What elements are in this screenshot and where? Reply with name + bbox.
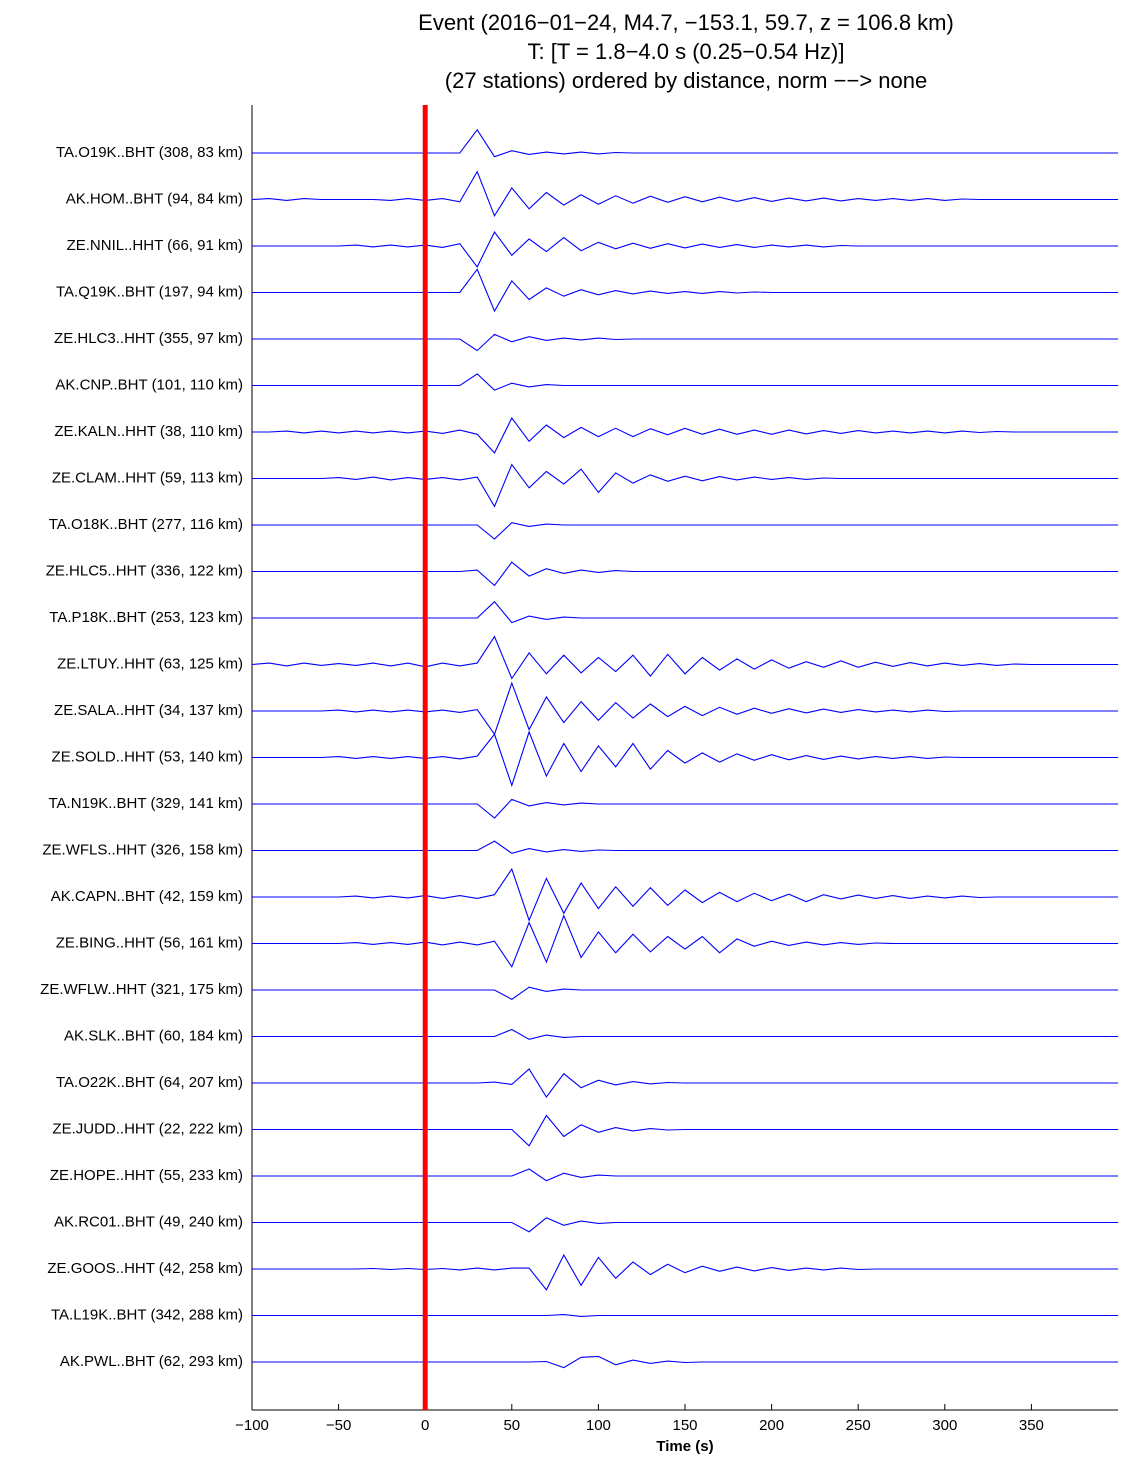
trace: [252, 600, 1118, 624]
x-tick-label: −50: [326, 1417, 351, 1434]
station-label: TA.O19K..BHT (308, 83 km): [56, 144, 243, 161]
station-label: ZE.HLC3..HHT (355, 97 km): [54, 330, 243, 347]
trace: [252, 730, 1118, 788]
station-label: AK.PWL..BHT (62, 293 km): [60, 1353, 243, 1370]
station-label: AK.CAPN..BHT (42, 159 km): [51, 888, 243, 905]
trace: [252, 867, 1118, 922]
x-tick-label: 250: [846, 1417, 871, 1434]
trace: [252, 463, 1118, 508]
trace: [252, 373, 1118, 391]
station-label: TA.Q19K..BHT (197, 94 km): [56, 283, 243, 300]
station-label: ZE.LTUY..HHT (63, 125 km): [57, 655, 243, 672]
station-label: AK.HOM..BHT (94, 84 km): [66, 190, 243, 207]
title-line: Event (2016−01−24, M4.7, −153.1, 59.7, z…: [418, 10, 954, 35]
trace: [252, 798, 1118, 819]
station-label: ZE.WFLW..HHT (321, 175 km): [40, 981, 243, 998]
station-label: ZE.CLAM..HHT (59, 113 km): [52, 469, 243, 486]
trace: [252, 128, 1118, 158]
trace: [252, 681, 1118, 736]
trace: [252, 1355, 1118, 1369]
station-label: TA.L19K..BHT (342, 288 km): [51, 1306, 243, 1323]
trace: [251, 170, 1118, 218]
x-tick-label: −100: [235, 1417, 269, 1434]
trace: [252, 1217, 1118, 1233]
trace: [252, 231, 1118, 268]
trace: [252, 840, 1118, 854]
trace: [252, 561, 1118, 587]
trace: [252, 1068, 1118, 1098]
trace: [252, 914, 1118, 968]
trace: [252, 1253, 1118, 1291]
x-tick-label: 350: [1019, 1417, 1044, 1434]
station-label: AK.SLK..BHT (60, 184 km): [64, 1027, 243, 1044]
station-label: ZE.GOOS..HHT (42, 258 km): [47, 1260, 243, 1277]
x-tick-label: 300: [932, 1417, 957, 1434]
station-label: ZE.SOLD..HHT (53, 140 km): [52, 748, 243, 765]
x-tick-label: 0: [421, 1417, 429, 1434]
trace: [252, 1114, 1118, 1147]
station-label: ZE.KALN..HHT (38, 110 km): [54, 423, 243, 440]
trace: [252, 268, 1118, 313]
title-line: T: [T = 1.8−4.0 s (0.25−0.54 Hz)]: [528, 39, 845, 64]
station-label: TA.N19K..BHT (329, 141 km): [48, 795, 243, 812]
title-line: (27 stations) ordered by distance, norm …: [445, 68, 927, 93]
x-tick-label: 50: [503, 1417, 520, 1434]
trace: [252, 417, 1118, 454]
x-axis-label: Time (s): [656, 1438, 713, 1455]
station-label: TA.O18K..BHT (277, 116 km): [49, 516, 243, 533]
trace: [252, 522, 1118, 540]
x-tick-label: 150: [672, 1417, 697, 1434]
trace: [252, 986, 1118, 1000]
station-label: AK.RC01..BHT (49, 240 km): [54, 1213, 243, 1230]
station-label: TA.P18K..BHT (253, 123 km): [49, 609, 243, 626]
trace: [252, 1028, 1118, 1040]
station-label: ZE.SALA..HHT (34, 137 km): [54, 702, 243, 719]
station-label: ZE.JUDD..HHT (22, 222 km): [52, 1120, 243, 1137]
trace: [251, 635, 1118, 680]
trace: [252, 1314, 1118, 1317]
station-label: ZE.HLC5..HHT (336, 122 km): [46, 562, 243, 579]
station-label: TA.O22K..BHT (64, 207 km): [56, 1074, 243, 1091]
station-label: AK.CNP..BHT (101, 110 km): [55, 376, 243, 393]
station-label: ZE.BING..HHT (56, 161 km): [56, 934, 243, 951]
trace: [252, 333, 1118, 352]
station-label: ZE.NNIL..HHT (66, 91 km): [67, 237, 243, 254]
trace: [252, 1168, 1118, 1182]
x-tick-label: 200: [759, 1417, 784, 1434]
x-tick-label: 100: [586, 1417, 611, 1434]
station-label: ZE.HOPE..HHT (55, 233 km): [50, 1167, 243, 1184]
station-label: ZE.WFLS..HHT (326, 158 km): [42, 841, 243, 858]
